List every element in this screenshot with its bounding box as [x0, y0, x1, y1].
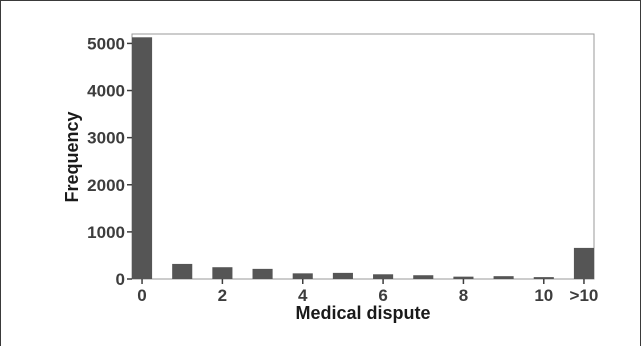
- x-tick-label: 6: [378, 286, 387, 305]
- bar-10: [533, 277, 554, 279]
- bar-8: [453, 276, 474, 279]
- x-tick-label: 4: [298, 286, 308, 305]
- plot-area: [131, 33, 595, 280]
- bar-1: [172, 263, 193, 279]
- bar-2: [212, 267, 233, 279]
- y-tick-label: 1000: [87, 223, 125, 242]
- y-axis-title: Frequency: [62, 111, 82, 202]
- bar-6: [373, 274, 394, 279]
- y-tick-label: 3000: [87, 129, 125, 148]
- bar-4: [292, 273, 313, 279]
- x-tick-label: 0: [137, 286, 146, 305]
- y-tick-label: 4000: [87, 82, 125, 101]
- x-tick-label: >10: [570, 286, 599, 305]
- x-tick-label: 2: [218, 286, 227, 305]
- y-tick-label: 5000: [87, 34, 125, 53]
- x-tick-label: 8: [459, 286, 468, 305]
- y-tick-label: 0: [116, 270, 125, 289]
- y-tick-label: 2000: [87, 176, 125, 195]
- bar->10: [573, 247, 594, 279]
- bar-9: [493, 276, 514, 279]
- bar-0: [132, 37, 153, 279]
- bar-7: [413, 275, 434, 279]
- bar-5: [332, 272, 353, 279]
- x-axis-title: Medical dispute: [295, 303, 430, 323]
- x-tick-label: 10: [534, 286, 553, 305]
- bar-3: [252, 268, 273, 279]
